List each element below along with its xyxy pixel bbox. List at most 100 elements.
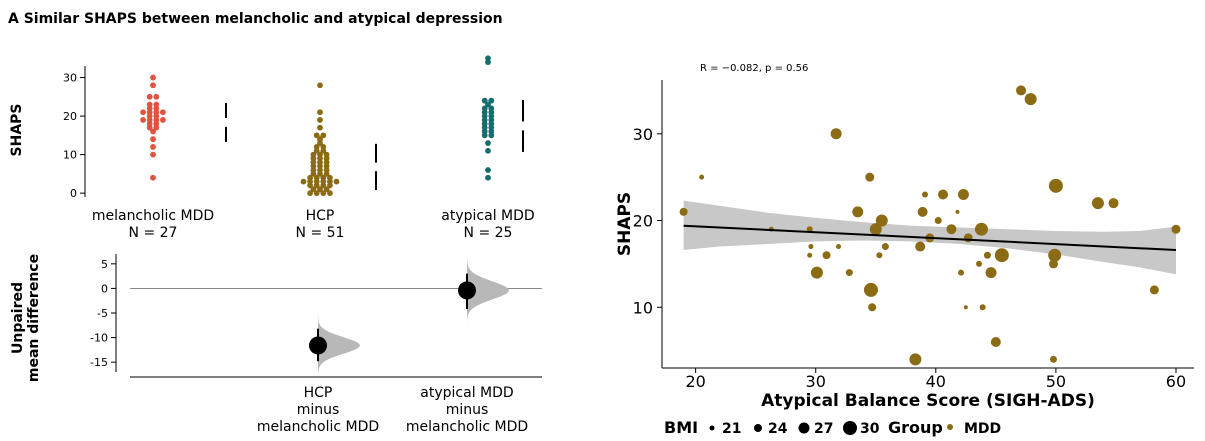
correlation-x-tick-label: 30 <box>806 372 826 391</box>
scatter-point <box>985 267 997 279</box>
swarm-point <box>300 178 307 185</box>
scatter-point <box>852 206 864 218</box>
scatter-point <box>822 251 831 260</box>
estimation-y-tick-label: -15 <box>90 356 108 369</box>
effect-mean <box>309 336 327 355</box>
scatter-point <box>830 128 842 140</box>
scatter-point <box>1024 93 1037 106</box>
swarm-point <box>333 178 340 185</box>
swarm-point <box>153 93 160 100</box>
scatter-point <box>994 248 1009 263</box>
effect-mean <box>458 281 476 300</box>
scatter-point <box>1016 85 1027 96</box>
scatter-point <box>976 260 983 267</box>
scatter-point <box>958 269 965 276</box>
legend-bmi-swatch <box>754 424 762 432</box>
swarm-point <box>313 144 320 150</box>
correlation-x-tick-label: 40 <box>926 372 946 391</box>
swarm-point <box>481 97 488 104</box>
correlation-x-tick-label: 20 <box>685 372 705 391</box>
swarm-point <box>150 136 156 143</box>
scatter-point <box>875 214 888 227</box>
regression-line <box>683 224 1177 252</box>
correlation-regression-line <box>683 224 1177 252</box>
scatter-point <box>934 217 942 225</box>
swarm-point <box>327 174 333 181</box>
correlation-y-tick-label: 20 <box>633 212 653 231</box>
correlation-x-tick-label: 50 <box>1046 372 1066 391</box>
swarm-group-label: melancholic MDD N = 27 <box>92 208 214 241</box>
swarm-point <box>327 190 333 197</box>
swarm-points <box>140 55 495 197</box>
estimation-y-axis-label: Unpairedmean difference <box>10 254 42 382</box>
swarm-point <box>150 82 156 89</box>
scatter-point <box>1171 224 1181 234</box>
scatter-point <box>974 222 988 236</box>
swarm-y-tick-label: 30 <box>63 72 77 85</box>
figure-title: A Similar SHAPS between melancholic and … <box>8 11 503 27</box>
swarm-point <box>323 186 330 193</box>
swarm-y-tick-label: 0 <box>70 187 77 200</box>
swarm-group-label: atypical MDD N = 25 <box>441 208 534 241</box>
swarm-point <box>146 93 153 100</box>
swarm-point <box>153 101 160 108</box>
estimation-y-tick-label: 0 <box>101 282 108 295</box>
scatter-point <box>865 172 875 182</box>
scatter-point <box>868 303 877 312</box>
swarm-point <box>485 140 491 146</box>
swarm-point <box>150 174 156 181</box>
scatter-point <box>876 252 883 259</box>
legend-bmi-label: 27 <box>814 421 833 437</box>
scatter-point <box>1048 248 1062 262</box>
swarm-point <box>310 186 317 193</box>
swarm-point <box>488 105 495 112</box>
scatter-point <box>1149 285 1159 295</box>
scatter-point <box>955 209 960 214</box>
scatter-point <box>863 282 878 297</box>
correlation-x-tick-label: 60 <box>1166 372 1186 391</box>
swarm-point <box>160 109 166 116</box>
swarm-point <box>307 174 313 181</box>
scatter-point <box>845 269 853 277</box>
swarm-point <box>313 174 320 181</box>
legend-bmi-label: 24 <box>768 421 788 437</box>
swarm-point <box>146 101 153 108</box>
correlation-y-ticks: 10 20 30 <box>633 125 662 317</box>
swarm-point <box>150 74 156 81</box>
swarm-point <box>317 117 323 123</box>
scatter-point <box>807 252 813 258</box>
swarm-point <box>485 147 491 154</box>
scatter-point <box>808 244 814 250</box>
estimation-effects <box>309 254 509 379</box>
bootstrap-distribution <box>318 312 360 379</box>
correlation-x-axis-label: Atypical Balance Score (SIGH-ADS) <box>761 391 1095 411</box>
scatter-point <box>810 266 823 279</box>
estimation-comparison-label: HCP minus melancholic MDD <box>257 385 379 435</box>
swarm-point <box>488 97 495 104</box>
scatter-point <box>679 207 688 216</box>
scatter-point <box>1048 178 1063 193</box>
swarm-y-tick-label: 20 <box>63 110 77 123</box>
legend-bmi-swatch <box>709 425 715 431</box>
swarm-group-labels: melancholic MDD N = 27 HCP N = 51 atypical M… <box>92 208 535 241</box>
swarm-y-ticks: 0 10 20 30 <box>63 72 85 200</box>
scatter-point <box>1108 198 1119 209</box>
swarm-point <box>320 132 327 139</box>
estimation-y-tick-label: -5 <box>97 307 108 320</box>
estimation-comparison-label: atypical MDD minus melancholic MDD <box>406 385 528 435</box>
scatter-point <box>806 226 813 233</box>
scatter-point <box>983 251 991 259</box>
estimation-y-ticks: 5 0 -5 -10 -15 <box>90 258 116 369</box>
swarm-point <box>481 105 488 112</box>
scatter-point <box>946 224 957 235</box>
swarm-mean-sd-bars <box>225 99 524 191</box>
estimation-comparison-labels: HCP minus melancholic MDD atypical MDD minus… <box>257 385 528 435</box>
legend-bmi-label: 30 <box>860 421 880 437</box>
scatter-point <box>909 353 922 366</box>
swarm-point <box>323 151 330 158</box>
swarm-point <box>140 117 147 123</box>
swarm-point <box>317 109 323 116</box>
scatter-point <box>963 305 968 310</box>
swarm-point <box>150 144 156 150</box>
correlation-panel: 10 20 30 20 30 40 50 60 R = −0.082, p = 0.56 A… <box>615 63 1194 411</box>
